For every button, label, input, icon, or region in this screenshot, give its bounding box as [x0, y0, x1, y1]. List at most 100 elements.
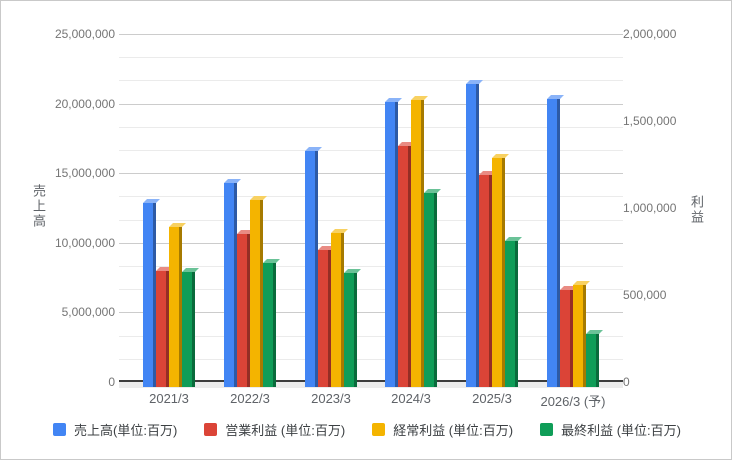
bar-side: [434, 193, 437, 387]
minor-gridline: [119, 220, 623, 221]
chart-floor: [119, 382, 623, 388]
left-axis-tick-label: 25,000,000: [54, 27, 115, 41]
x-axis-label: 2025/3: [472, 391, 512, 406]
minor-gridline: [119, 289, 623, 290]
right-axis-title: 利益: [689, 195, 704, 225]
bar-side: [328, 250, 331, 387]
bar-cap: [547, 95, 564, 99]
bar-revenue-2[interactable]: [305, 147, 322, 387]
bar-ordinary-profit-1[interactable]: [250, 196, 267, 387]
bar-revenue-0[interactable]: [143, 199, 160, 387]
legend-swatch-operating-profit: [204, 423, 218, 436]
bar-cap: [466, 80, 483, 84]
bar-cap: [182, 268, 199, 272]
bar-side: [395, 102, 398, 387]
bar-operating-profit-2[interactable]: [318, 246, 335, 387]
bar-operating-profit-1[interactable]: [237, 230, 254, 387]
bar-cap: [263, 259, 280, 263]
minor-gridline: [119, 80, 623, 81]
bar-ordinary-profit-2[interactable]: [331, 229, 348, 387]
major-gridline: [119, 34, 623, 35]
bar-operating-profit-3[interactable]: [398, 142, 415, 387]
legend-item-net-profit[interactable]: 最終利益 (単位:百万): [540, 420, 681, 439]
left-axis-title: 売上高: [31, 184, 46, 229]
minor-gridline: [119, 196, 623, 197]
bar-net-profit-2[interactable]: [344, 269, 361, 387]
bar-net-profit-0[interactable]: [182, 268, 199, 387]
bar-ordinary-profit-5[interactable]: [573, 281, 590, 387]
bar-side: [192, 272, 195, 387]
legend-item-operating-profit[interactable]: 営業利益 (単位:百万): [204, 420, 345, 439]
bar-face: [156, 271, 166, 387]
bar-revenue-5[interactable]: [547, 95, 564, 387]
legend-item-ordinary-profit[interactable]: 経常利益 (単位:百万): [372, 420, 513, 439]
left-axis-tick-label: 10,000,000: [54, 236, 115, 250]
minor-gridline: [119, 336, 623, 337]
bar-net-profit-5[interactable]: [586, 330, 603, 387]
bar-face: [182, 272, 192, 387]
x-axis-baseline: [119, 380, 623, 382]
bar-face: [263, 263, 273, 387]
bar-face: [547, 99, 557, 387]
bar-operating-profit-4[interactable]: [479, 171, 496, 387]
bar-cap: [492, 154, 509, 158]
bar-net-profit-3[interactable]: [424, 189, 441, 387]
legend-item-revenue[interactable]: 売上高(単位:百万): [53, 420, 177, 439]
bar-ordinary-profit-3[interactable]: [411, 96, 428, 387]
bar-operating-profit-5[interactable]: [560, 286, 577, 387]
bar-net-profit-4[interactable]: [505, 237, 522, 387]
bar-side: [583, 285, 586, 387]
right-axis-tick-label: 500,000: [623, 288, 667, 302]
bar-face: [385, 102, 395, 387]
legend-label-net-profit: 最終利益 (単位:百万): [561, 423, 681, 438]
left-axis-tick-label: 15,000,000: [54, 166, 115, 180]
bar-ordinary-profit-4[interactable]: [492, 154, 509, 387]
right-axis-tick-label: 1,500,000: [623, 114, 677, 128]
legend-label-operating-profit: 営業利益 (単位:百万): [225, 423, 346, 438]
x-axis-label: 2024/3: [391, 391, 431, 406]
minor-gridline: [119, 57, 623, 58]
bar-face: [143, 203, 153, 387]
minor-gridline: [119, 266, 623, 267]
legend: 売上高(単位:百万) 営業利益 (単位:百万) 経常利益 (単位:百万) 最終利益 (…: [1, 420, 731, 439]
bar-cap: [331, 229, 348, 233]
legend-swatch-revenue: [53, 423, 67, 436]
bar-side: [515, 241, 518, 387]
bar-side: [570, 290, 573, 387]
bar-net-profit-1[interactable]: [263, 259, 280, 387]
bar-face: [411, 100, 421, 387]
bar-face: [505, 241, 515, 387]
bar-face: [560, 290, 570, 387]
bar-cap: [505, 237, 522, 241]
major-gridline: [119, 173, 623, 174]
bar-side: [596, 334, 599, 387]
bar-operating-profit-0[interactable]: [156, 267, 173, 387]
bar-side: [408, 146, 411, 387]
bar-face: [318, 250, 328, 387]
bar-cap: [169, 223, 186, 227]
bar-side: [476, 84, 479, 387]
x-axis-label: 2026/3 (予): [540, 394, 606, 409]
right-axis-tick-label: 2,000,000: [623, 27, 677, 41]
bar-cap: [424, 189, 441, 193]
bar-revenue-3[interactable]: [385, 98, 402, 387]
x-axis-label: 2023/3: [311, 391, 351, 406]
major-gridline: [119, 243, 623, 244]
bar-side: [341, 233, 344, 387]
minor-gridline: [119, 150, 623, 151]
bar-ordinary-profit-0[interactable]: [169, 223, 186, 387]
bar-side: [247, 234, 250, 387]
bar-face: [479, 175, 489, 387]
left-axis-tick-label: 5,000,000: [61, 305, 115, 319]
bar-revenue-4[interactable]: [466, 80, 483, 387]
bar-face: [573, 285, 583, 387]
bar-face: [398, 146, 408, 387]
bar-side: [421, 100, 424, 387]
bar-revenue-1[interactable]: [224, 179, 241, 387]
bar-face: [237, 234, 247, 387]
bar-cap: [573, 281, 590, 285]
bar-side: [260, 200, 263, 387]
minor-gridline: [119, 359, 623, 360]
bar-face: [224, 183, 234, 387]
